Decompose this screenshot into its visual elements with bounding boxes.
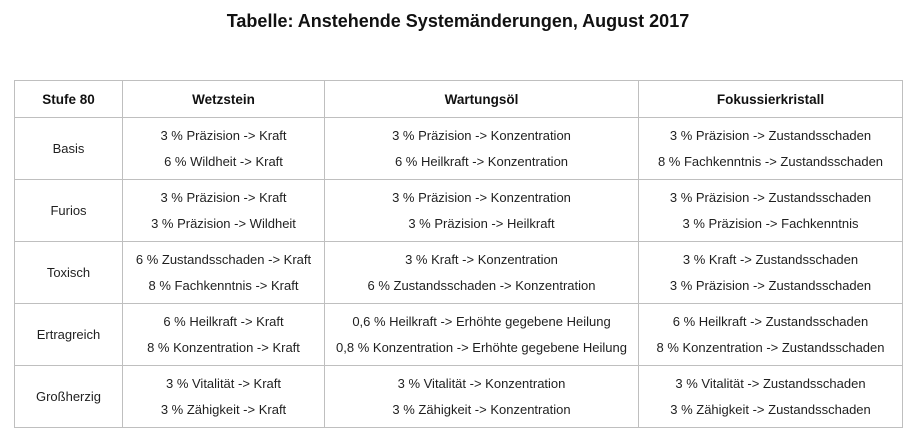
- cell-basis-wartungsoel: 3 % Präzision -> Konzentration 6 % Heilk…: [324, 117, 639, 180]
- cell-line: 8 % Fachkenntnis -> Kraft: [148, 277, 299, 293]
- cell-grossherzig-fokussierkristall: 3 % Vitalität -> Zustandsschaden 3 % Zäh…: [638, 365, 903, 428]
- cell-line: 3 % Kraft -> Zustandsschaden: [682, 251, 859, 267]
- cell-line: 3 % Präzision -> Heilkraft: [408, 215, 555, 231]
- cell-toxisch-wartungsoel: 3 % Kraft -> Konzentration 6 % Zustandss…: [324, 241, 639, 304]
- cell-line: 0,8 % Konzentration -> Erhöhte gegebene …: [336, 339, 627, 355]
- cell-line: 3 % Präzision -> Wildheit: [151, 215, 296, 231]
- cell-line: 6 % Heilkraft -> Kraft: [163, 313, 284, 329]
- cell-line: 3 % Vitalität -> Kraft: [165, 375, 281, 391]
- cell-line: 3 % Präzision -> Kraft: [160, 127, 287, 143]
- cell-furios-wetzstein: 3 % Präzision -> Kraft 3 % Präzision -> …: [122, 179, 325, 242]
- cell-toxisch-fokussierkristall: 3 % Kraft -> Zustandsschaden 3 % Präzisi…: [638, 241, 903, 304]
- cell-line: 3 % Vitalität -> Zustandsschaden: [675, 375, 866, 391]
- row-label-basis: Basis: [14, 117, 123, 180]
- page-title: Tabelle: Anstehende Systemänderungen, Au…: [226, 11, 690, 31]
- cell-furios-wartungsoel: 3 % Präzision -> Konzentration 3 % Präzi…: [324, 179, 639, 242]
- cell-line: 3 % Präzision -> Konzentration: [392, 127, 571, 143]
- cell-toxisch-wetzstein: 6 % Zustandsschaden -> Kraft 8 % Fachken…: [122, 241, 325, 304]
- cell-line: 8 % Konzentration -> Zustandsschaden: [656, 339, 885, 355]
- cell-grossherzig-wetzstein: 3 % Vitalität -> Kraft 3 % Zähigkeit -> …: [122, 365, 325, 428]
- cell-line: 6 % Wildheit -> Kraft: [164, 153, 283, 169]
- cell-ertragreich-wetzstein: 6 % Heilkraft -> Kraft 8 % Konzentration…: [122, 303, 325, 366]
- row-label-furios: Furios: [14, 179, 123, 242]
- cell-ertragreich-fokussierkristall: 6 % Heilkraft -> Zustandsschaden 8 % Kon…: [638, 303, 903, 366]
- cell-line: 3 % Präzision -> Zustandsschaden: [669, 127, 872, 143]
- row-label-grossherzig: Großherzig: [14, 365, 123, 428]
- cell-line: 3 % Vitalität -> Konzentration: [397, 375, 566, 391]
- column-header-stufe-80: Stufe 80: [14, 80, 123, 118]
- cell-line: 3 % Präzision -> Zustandsschaden: [669, 277, 872, 293]
- cell-line: 3 % Präzision -> Fachkenntnis: [682, 215, 859, 231]
- cell-line: 6 % Heilkraft -> Konzentration: [394, 153, 569, 169]
- row-label-toxisch: Toxisch: [14, 241, 123, 304]
- cell-grossherzig-wartungsoel: 3 % Vitalität -> Konzentration 3 % Zähig…: [324, 365, 639, 428]
- cell-furios-fokussierkristall: 3 % Präzision -> Zustandsschaden 3 % Prä…: [638, 179, 903, 242]
- cell-line: 3 % Präzision -> Kraft: [160, 189, 287, 205]
- cell-line: 6 % Zustandsschaden -> Konzentration: [367, 277, 596, 293]
- cell-line: 6 % Heilkraft -> Zustandsschaden: [672, 313, 869, 329]
- cell-line: 8 % Konzentration -> Kraft: [147, 339, 300, 355]
- system-changes-table: Stufe 80 Wetzstein Wartungsöl Fokussierk…: [14, 80, 903, 428]
- table-row-toxisch: Toxisch 6 % Zustandsschaden -> Kraft 8 %…: [14, 241, 903, 304]
- cell-line: 3 % Kraft -> Konzentration: [405, 251, 558, 267]
- table-row-ertragreich: Ertragreich 6 % Heilkraft -> Kraft 8 % K…: [14, 303, 903, 366]
- table-row-grossherzig: Großherzig 3 % Vitalität -> Kraft 3 % Zä…: [14, 365, 903, 428]
- column-header-wetzstein: Wetzstein: [122, 80, 325, 118]
- cell-ertragreich-wartungsoel: 0,6 % Heilkraft -> Erhöhte gegebene Heil…: [324, 303, 639, 366]
- table-row-furios: Furios 3 % Präzision -> Kraft 3 % Präzis…: [14, 179, 903, 242]
- column-header-wartungsoel: Wartungsöl: [324, 80, 639, 118]
- row-label-ertragreich: Ertragreich: [14, 303, 123, 366]
- cell-line: 3 % Zähigkeit -> Kraft: [160, 401, 287, 417]
- column-header-fokussierkristall: Fokussierkristall: [638, 80, 903, 118]
- table-header-row: Stufe 80 Wetzstein Wartungsöl Fokussierk…: [14, 80, 903, 118]
- cell-line: 3 % Präzision -> Zustandsschaden: [669, 189, 872, 205]
- cell-basis-wetzstein: 3 % Präzision -> Kraft 6 % Wildheit -> K…: [122, 117, 325, 180]
- cell-basis-fokussierkristall: 3 % Präzision -> Zustandsschaden 8 % Fac…: [638, 117, 903, 180]
- cell-line: 3 % Zähigkeit -> Konzentration: [392, 401, 571, 417]
- cell-line: 0,6 % Heilkraft -> Erhöhte gegebene Heil…: [352, 313, 611, 329]
- cell-line: 3 % Zähigkeit -> Zustandsschaden: [670, 401, 871, 417]
- table-row-basis: Basis 3 % Präzision -> Kraft 6 % Wildhei…: [14, 117, 903, 180]
- cell-line: 6 % Zustandsschaden -> Kraft: [135, 251, 312, 267]
- cell-line: 8 % Fachkenntnis -> Zustandsschaden: [657, 153, 884, 169]
- cell-line: 3 % Präzision -> Konzentration: [392, 189, 571, 205]
